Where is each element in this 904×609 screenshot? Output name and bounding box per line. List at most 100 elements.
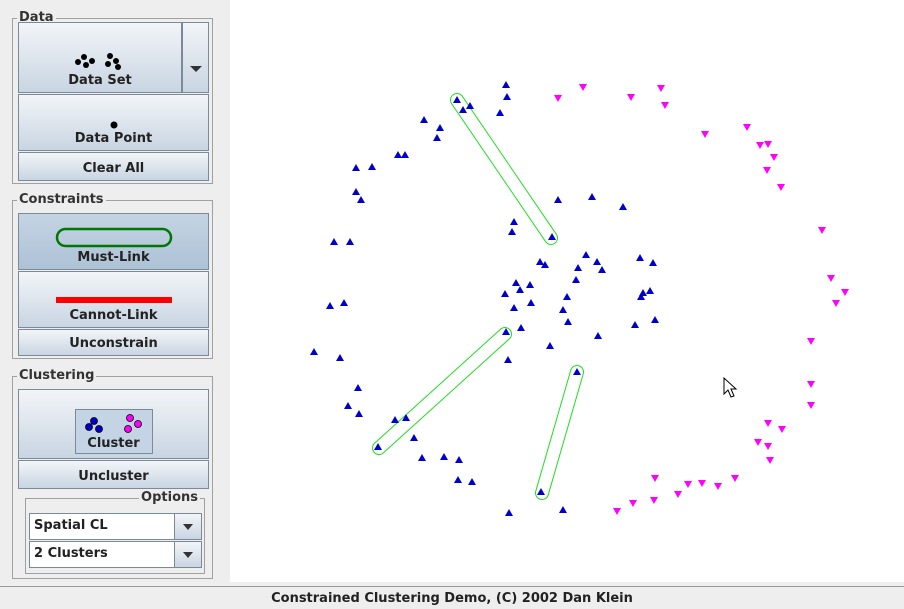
icon [75, 53, 121, 70]
combo-arrow [174, 514, 201, 539]
point-up [418, 454, 426, 461]
point-up [459, 106, 467, 113]
point-up [554, 196, 562, 203]
point-down [613, 508, 621, 515]
point-up [340, 299, 348, 306]
icon [189, 66, 202, 72]
point-up [508, 228, 516, 235]
point-up [564, 318, 572, 325]
label: Data Set [68, 73, 132, 88]
mouse-cursor [723, 376, 738, 398]
point-down [731, 475, 739, 482]
point-up [352, 188, 360, 195]
point-down [754, 439, 762, 446]
uncluster-button[interactable]: Uncluster [18, 460, 209, 489]
label: Clear All [82, 161, 145, 176]
clusters-combo[interactable]: 2 Clusters [29, 541, 202, 568]
point-up [593, 258, 601, 265]
point-up [401, 151, 409, 158]
method-combo[interactable]: Spatial CL [29, 513, 202, 540]
point-down [807, 338, 815, 345]
data-point-button[interactable]: Data Point [18, 94, 209, 151]
point-down [764, 420, 772, 427]
point-up [512, 279, 520, 286]
point-up [502, 328, 510, 335]
point-down [629, 500, 637, 507]
point-down [818, 227, 826, 234]
point-down [627, 94, 635, 101]
point-down [764, 443, 772, 450]
point-up [537, 488, 545, 495]
point-up [559, 306, 567, 313]
point-down [766, 457, 774, 464]
point-up [574, 264, 582, 271]
point-down [743, 124, 751, 131]
point-down [579, 84, 587, 91]
cluster-button[interactable]: Cluster [18, 389, 209, 459]
point-down [827, 275, 835, 282]
options-group: Options [25, 490, 205, 574]
cannot-link-button[interactable]: Cannot-Link [18, 271, 209, 328]
point-up [433, 134, 441, 141]
point-up [527, 299, 535, 306]
point-up [582, 251, 590, 258]
point-down [832, 300, 840, 307]
point-down [770, 154, 778, 161]
point-up [436, 124, 444, 131]
point-up [310, 348, 318, 355]
group-title: Clustering [17, 368, 97, 383]
point-up [536, 258, 544, 265]
point-up [572, 276, 580, 283]
point-up [510, 218, 518, 225]
point-up [559, 506, 567, 513]
point-up [517, 324, 525, 331]
unconstrain-button[interactable]: Unconstrain [18, 329, 209, 356]
icon [84, 414, 142, 433]
data-set-dropdown[interactable] [182, 22, 209, 93]
point-up [631, 321, 639, 328]
point-down [651, 475, 659, 482]
point-up [541, 261, 549, 268]
must-link-button[interactable]: Must-Link [18, 213, 209, 270]
point-up [594, 332, 602, 339]
clear-all-button[interactable]: Clear All [18, 152, 209, 181]
value: 2 Clusters [34, 546, 108, 561]
clustering-group: Clustering [12, 368, 213, 579]
point-up [420, 116, 428, 123]
icon [55, 227, 172, 248]
data-group: Data [12, 10, 213, 184]
point-up [646, 287, 654, 294]
point-up [651, 316, 659, 323]
point-down [554, 95, 562, 102]
cluster-pressed: Cluster [74, 409, 153, 454]
point-up [505, 509, 513, 516]
label: Cluster [87, 436, 140, 451]
point-up [501, 290, 509, 297]
point-up [598, 266, 606, 273]
point-up [468, 478, 476, 485]
point-up [637, 293, 645, 300]
point-up [573, 368, 581, 375]
point-up [636, 254, 644, 261]
label: Cannot-Link [69, 308, 158, 323]
point-up [546, 342, 554, 349]
point-up [440, 453, 448, 460]
icon [110, 121, 117, 129]
data-set-button[interactable]: Data Set [18, 22, 182, 93]
point-up [374, 443, 382, 450]
point-down [763, 167, 771, 174]
group-title: Constraints [17, 192, 106, 207]
point-down [841, 289, 849, 296]
value: Spatial CL [34, 518, 108, 533]
constraints-group: Constraints [12, 192, 213, 359]
cluster-canvas[interactable] [230, 0, 904, 582]
point-up [455, 456, 463, 463]
must-link-inner [451, 94, 557, 244]
point-down [698, 480, 706, 487]
point-down [661, 102, 669, 109]
point-up [391, 416, 399, 423]
label: Uncluster [78, 469, 149, 484]
point-up [503, 93, 511, 100]
point-up [330, 238, 338, 245]
group-title: Options [139, 490, 200, 505]
